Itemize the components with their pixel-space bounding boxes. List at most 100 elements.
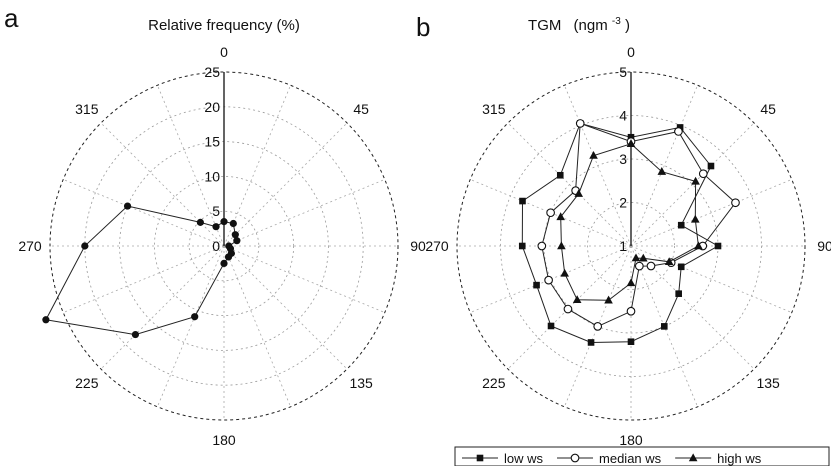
grid-spoke (630, 179, 792, 247)
data-point-marker (664, 257, 674, 266)
data-point-marker (191, 313, 199, 321)
data-point-marker (626, 139, 636, 147)
legend-items: low ws median ws high ws (462, 451, 762, 466)
grid-spoke (630, 245, 755, 370)
data-point-marker (556, 212, 565, 221)
data-point-marker (547, 322, 555, 330)
direction-label: 45 (353, 101, 369, 117)
radial-tick-label: 0 (212, 238, 220, 254)
data-point-marker (563, 304, 573, 314)
grid-spoke (223, 245, 291, 407)
direction-label: 180 (212, 432, 236, 448)
data-point-marker (657, 167, 667, 175)
panel-a-letter: a (4, 3, 19, 33)
direction-label: 90 (817, 238, 831, 254)
grid-spoke (223, 85, 291, 247)
data-point-marker (220, 218, 228, 226)
direction-label: 90 (410, 238, 426, 254)
data-point-marker (691, 176, 700, 185)
panel-b-series (518, 119, 740, 346)
outer-ring (49, 71, 399, 421)
radial-tick-label: 1 (619, 238, 627, 254)
grid-spoke (223, 245, 385, 313)
direction-label: 225 (75, 375, 99, 391)
panel-a-series (42, 202, 241, 339)
grid-spoke (223, 179, 385, 247)
data-point-marker (196, 218, 204, 226)
data-point-marker (220, 259, 228, 267)
radial-tick-label: 5 (619, 64, 627, 80)
data-point-marker (646, 261, 656, 271)
data-point-marker (626, 278, 636, 287)
panel-b-title: TGM (ngm -3 ) (528, 11, 630, 34)
data-point-marker (557, 241, 566, 250)
data-point-marker (714, 242, 722, 250)
data-point-marker (123, 202, 132, 210)
grid-spoke (630, 85, 698, 247)
grid-spoke (157, 85, 225, 247)
panel-b-radial-ticks: 1 2 3 4 5 (619, 64, 627, 254)
data-point-marker (589, 150, 598, 159)
data-point-marker (587, 339, 595, 346)
direction-label: 315 (482, 101, 506, 117)
data-point-marker (537, 241, 547, 251)
series-line (560, 143, 699, 301)
data-point-marker (574, 189, 584, 197)
direction-label: 180 (619, 432, 643, 448)
direction-label: 135 (756, 375, 780, 391)
data-point-marker (42, 316, 50, 324)
data-point-marker (131, 330, 140, 339)
outer-ring (456, 71, 806, 421)
legend-label: low ws (504, 451, 544, 466)
data-point-marker (627, 338, 635, 345)
panel-a-radial-ticks: 0 5 10 15 20 25 (204, 64, 220, 254)
direction-label: 315 (75, 101, 99, 117)
grid-spoke (63, 245, 225, 313)
legend-box (454, 446, 830, 466)
grid-spoke (507, 122, 632, 247)
data-point-marker (519, 197, 526, 205)
legend-marker (476, 454, 484, 462)
radial-tick-label: 5 (212, 203, 220, 219)
legend-marker (688, 453, 698, 462)
legend-label: median ws (599, 451, 662, 466)
grid-spoke (223, 245, 348, 370)
data-point-marker (691, 214, 700, 223)
radial-tick-label: 2 (619, 195, 627, 211)
data-point-marker (572, 295, 582, 304)
grid-ring (188, 210, 260, 282)
data-point-marker (631, 253, 641, 262)
grid-spoke (223, 122, 348, 247)
panel-b-grid (456, 71, 806, 421)
data-point-marker (698, 169, 708, 179)
grid-ring (587, 202, 675, 290)
panel-a-direction-labels: 0 45 90 135 180 225 270 315 (18, 44, 426, 448)
data-point-marker (677, 221, 685, 229)
data-point-marker (546, 208, 555, 218)
data-point-marker (675, 290, 682, 297)
data-point-marker (229, 219, 237, 228)
panel-a-polar-chart: a Relative frequency (%) 0 45 90 135 180 225 2… (4, 3, 426, 448)
direction-label: 225 (482, 375, 506, 391)
grid-spoke (100, 122, 225, 247)
panel-a-grid (49, 71, 399, 421)
data-point-marker (533, 281, 540, 289)
panel-b-title-unit: (ngm (574, 17, 608, 34)
legend-marker (570, 453, 580, 463)
radial-tick-label: 3 (619, 151, 627, 167)
data-point-marker (224, 253, 233, 261)
panel-b-title-unit-sup: -3 (612, 16, 621, 27)
direction-label: 270 (425, 238, 449, 254)
direction-label: 0 (627, 44, 635, 60)
data-point-marker (575, 119, 585, 128)
data-point-marker (544, 275, 553, 285)
data-point-marker (626, 306, 636, 316)
direction-label: 135 (349, 375, 373, 391)
legend-label: high ws (717, 451, 762, 466)
data-point-marker (634, 261, 644, 271)
data-point-marker (694, 241, 703, 250)
radial-tick-label: 10 (204, 168, 220, 184)
